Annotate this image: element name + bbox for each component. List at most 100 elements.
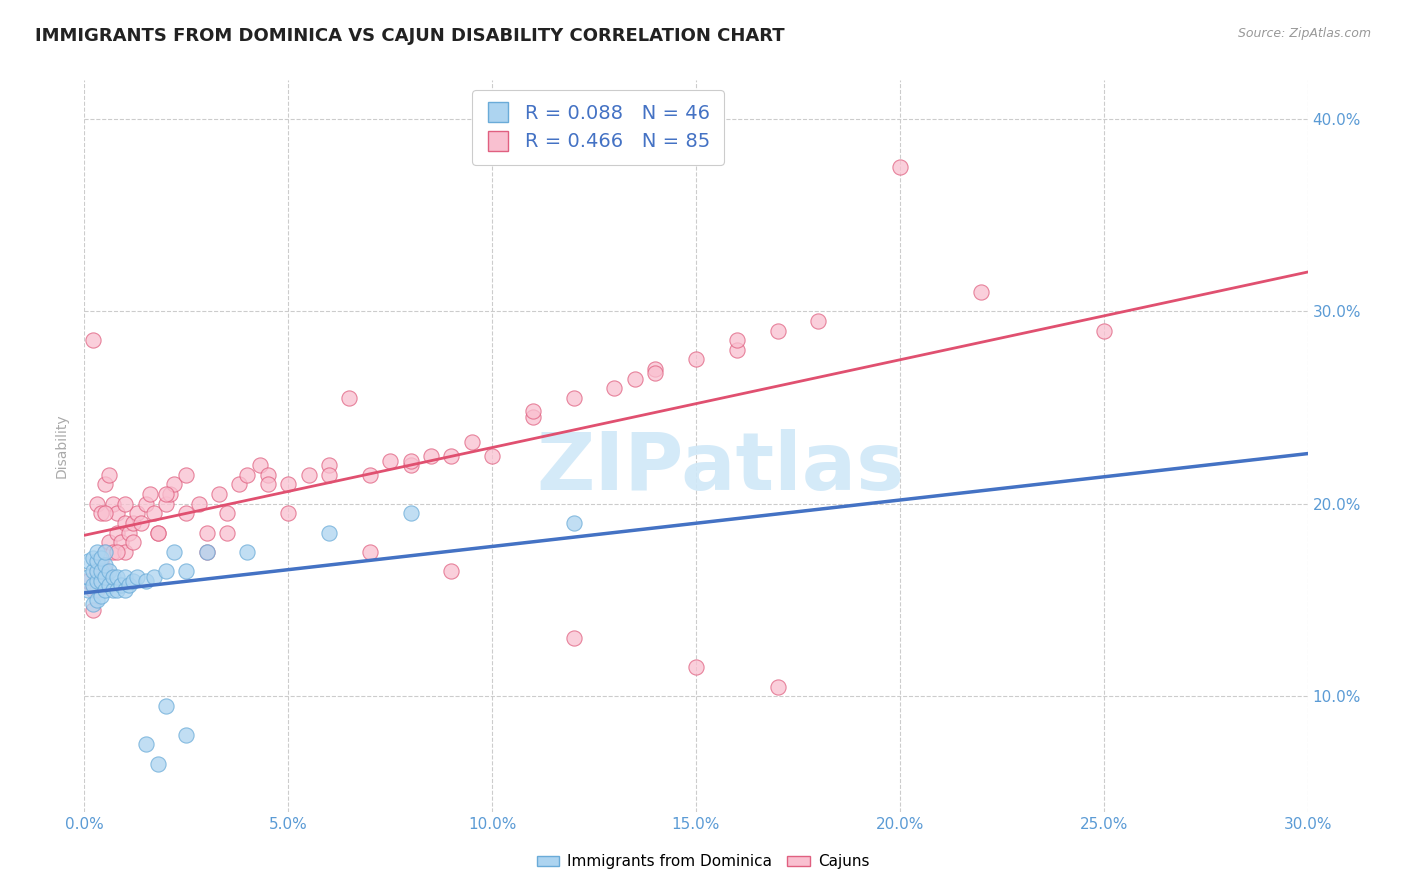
Point (685, 660, 707, 674)
Point (82, 550, 104, 565)
Point (399, 507, 422, 521)
Point (163, 545, 186, 559)
Point (159, 487, 181, 501)
Point (114, 516, 136, 530)
Point (359, 467, 381, 482)
Text: ZIPatlas: ZIPatlas (536, 429, 904, 507)
Point (318, 525, 340, 540)
Point (236, 545, 259, 559)
Point (174, 507, 197, 521)
Point (461, 435, 484, 450)
Point (725, 333, 748, 347)
Point (97, 535, 120, 549)
Point (114, 570, 136, 584)
Point (101, 545, 124, 559)
Point (93, 564, 115, 578)
Point (217, 525, 239, 540)
Point (807, 314, 830, 328)
Point (86, 545, 108, 559)
Point (257, 467, 280, 482)
Point (90, 589, 112, 603)
Point (481, 449, 503, 463)
Point (970, 285, 993, 299)
Point (82, 333, 104, 347)
Point (118, 577, 141, 591)
Point (380, 454, 402, 468)
Point (142, 507, 165, 521)
Point (249, 458, 271, 473)
Point (359, 545, 381, 559)
Point (522, 404, 544, 418)
Point (105, 545, 128, 559)
Point (97, 577, 120, 591)
Point (562, 516, 585, 530)
Point (146, 525, 169, 540)
Point (97, 467, 120, 482)
Point (90, 550, 112, 565)
Legend: R = 0.088   N = 46, R = 0.466   N = 85: R = 0.088 N = 46, R = 0.466 N = 85 (472, 90, 724, 165)
Point (208, 487, 231, 501)
Point (766, 680, 789, 694)
Point (86, 554, 108, 568)
Point (131, 516, 153, 530)
Point (685, 352, 707, 367)
Point (93, 570, 115, 584)
Point (93, 583, 115, 598)
Point (110, 535, 132, 549)
Point (217, 507, 239, 521)
Legend: Immigrants from Dominica, Cajuns: Immigrants from Dominica, Cajuns (530, 848, 876, 875)
Point (644, 362, 666, 376)
Point (93, 545, 115, 559)
Point (146, 525, 169, 540)
Point (298, 467, 321, 482)
Point (114, 545, 136, 559)
Point (195, 545, 218, 559)
Point (90, 507, 112, 521)
Point (77, 574, 100, 588)
Point (155, 497, 177, 511)
Point (105, 507, 128, 521)
Point (644, 366, 666, 380)
Point (236, 467, 259, 482)
Point (174, 467, 197, 482)
Point (725, 343, 748, 357)
Point (101, 497, 124, 511)
Point (90, 564, 112, 578)
Point (603, 381, 626, 395)
Point (122, 574, 145, 588)
Point (889, 160, 911, 174)
Point (277, 477, 299, 491)
Point (228, 477, 250, 491)
Point (135, 574, 157, 588)
Point (163, 477, 186, 491)
Point (86, 564, 108, 578)
Point (101, 583, 124, 598)
Point (187, 497, 209, 511)
Point (118, 525, 141, 540)
Point (77, 583, 100, 598)
Point (97, 564, 120, 578)
Point (82, 583, 104, 598)
Point (174, 564, 197, 578)
Point (399, 458, 422, 473)
Point (82, 564, 104, 578)
Point (174, 728, 197, 742)
Point (195, 545, 218, 559)
Point (127, 507, 149, 521)
Point (138, 487, 160, 501)
Point (110, 577, 132, 591)
Point (86, 497, 108, 511)
Point (318, 458, 340, 473)
Point (93, 507, 115, 521)
Point (86, 574, 108, 588)
Point (146, 756, 169, 771)
Point (82, 602, 104, 616)
Point (155, 564, 177, 578)
Point (90, 574, 112, 588)
Point (82, 597, 104, 611)
Point (77, 570, 100, 584)
Point (399, 454, 422, 468)
Point (155, 487, 177, 501)
Point (127, 570, 149, 584)
Point (86, 593, 108, 607)
